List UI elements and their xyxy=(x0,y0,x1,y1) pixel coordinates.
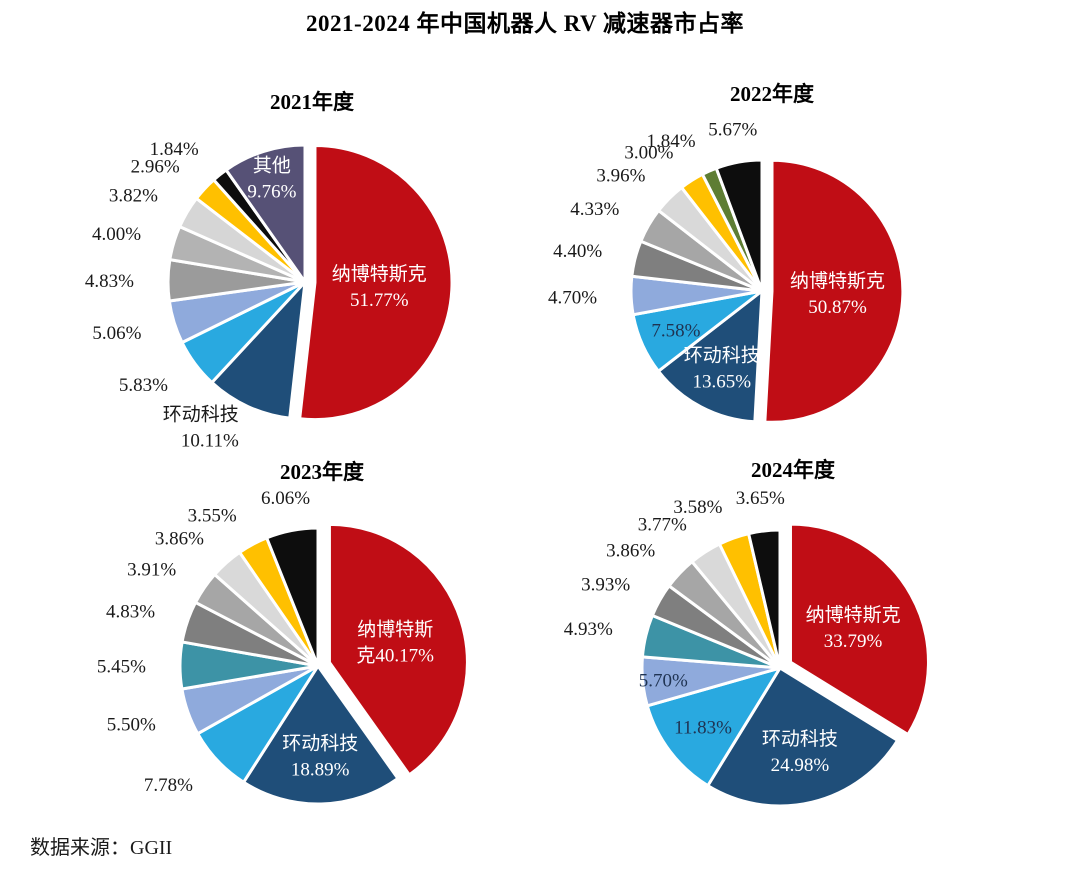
slice-label-inside: 环动科技 13.65% xyxy=(684,345,760,393)
slice-label-outside: 3.86% xyxy=(155,528,204,549)
slice-label-outside: 5.50% xyxy=(107,714,156,735)
slice-label-outside: 环动科技 10.11% xyxy=(163,404,239,452)
pie-slice-纳博特斯克 xyxy=(298,144,454,422)
slice-label-outside: 5.06% xyxy=(92,323,141,344)
data-source: 数据来源：GGII xyxy=(30,837,173,859)
slice-label-outside: 7.78% xyxy=(144,775,193,796)
slice-label-outside: 5.83% xyxy=(119,375,168,396)
slice-label-inside: 7.58% xyxy=(651,321,700,342)
pie-chart-2023年度: 纳博特斯克40.17% 环动科技 18.89% 7.78% 5.50% 5.45% 4.83… xyxy=(97,488,469,806)
pie-slice xyxy=(714,158,764,293)
pie-slice-纳博特斯克 xyxy=(763,158,905,424)
slice-label-inside: 5.70% xyxy=(639,671,688,692)
slice-label-outside: 3.96% xyxy=(596,165,645,186)
pie-slice-环动科技 xyxy=(656,289,764,424)
slice-label-outside: 3.65% xyxy=(736,488,785,509)
slice-label-outside: 2.96% xyxy=(131,157,180,178)
slice-label-outside: 4.33% xyxy=(570,199,619,220)
slice-label-inside: 11.83% xyxy=(674,717,732,738)
pie-slice-纳博特斯克 xyxy=(327,522,469,777)
slice-label-outside: 3.77% xyxy=(638,514,687,535)
pie-slice-环动科技 xyxy=(210,280,307,420)
slice-label-outside: 3.86% xyxy=(606,541,655,562)
pie-slice xyxy=(265,526,320,668)
slice-label-outside: 3.93% xyxy=(581,575,630,596)
slice-label-outside: 5.45% xyxy=(97,656,146,677)
slice-label-outside: 3.82% xyxy=(109,186,158,207)
slice-label-outside: 4.00% xyxy=(92,224,141,245)
pie-slice-纳博特斯克 xyxy=(788,522,930,736)
slice-label-inside: 环动科技 18.89% xyxy=(282,733,358,781)
chart-title-2022: 2022年度 xyxy=(730,82,814,106)
slice-label-outside: 6.06% xyxy=(261,488,310,509)
slice-label-outside: 4.83% xyxy=(106,602,155,623)
pie-slice-其他 xyxy=(224,143,307,284)
chart-title-2023: 2023年度 xyxy=(280,460,364,484)
slice-label-outside: 5.67% xyxy=(708,120,757,141)
slice-label-outside: 4.93% xyxy=(564,619,613,640)
slice-label-outside: 3.58% xyxy=(673,497,722,518)
slice-label-outside: 4.40% xyxy=(553,241,602,262)
slice-label-outside: 1.84% xyxy=(647,131,696,152)
slice-label-outside: 3.91% xyxy=(127,560,176,581)
slice-label-outside: 1.84% xyxy=(150,139,199,160)
slice-label-outside: 4.83% xyxy=(85,271,134,292)
pie-slice xyxy=(747,528,782,670)
slice-label-inside: 环动科技 24.98% xyxy=(762,728,838,776)
pie-slice-环动科技 xyxy=(242,664,400,806)
slice-label-outside: 4.70% xyxy=(548,288,597,309)
slice-label-inside: 纳博特斯克 51.77% xyxy=(332,263,427,311)
pie-chart-2024年度: 纳博特斯克 33.79% 环动科技 24.98% 11.83% 5.70% 4.93% 3.9… xyxy=(564,488,930,808)
pie-slice-环动科技 xyxy=(706,666,900,808)
pie-chart-2022年度: 纳博特斯克 50.87% 环动科技 13.65% 7.58% 4.70% 4.40% 4.33… xyxy=(548,120,905,424)
chart-title-2021: 2021年度 xyxy=(270,90,354,114)
slice-label-inside: 其他 9.76% xyxy=(247,155,296,203)
slice-label-inside: 纳博特斯克 50.87% xyxy=(790,270,885,318)
chart-title-2024: 2024年度 xyxy=(751,458,835,482)
slice-label-outside: 3.00% xyxy=(624,143,673,164)
figure-title: 2021-2024 年中国机器人 RV 减速器市占率 xyxy=(306,11,744,36)
slice-label-inside: 纳博特斯克 33.79% xyxy=(806,604,901,652)
slice-label-outside: 3.55% xyxy=(188,505,237,526)
slice-label-inside: 纳博特斯克40.17% xyxy=(356,618,434,666)
pie-chart-2021年度: 纳博特斯克 51.77% 环动科技 10.11% 5.83% 5.06% 4.83% 4.00… xyxy=(85,139,454,452)
